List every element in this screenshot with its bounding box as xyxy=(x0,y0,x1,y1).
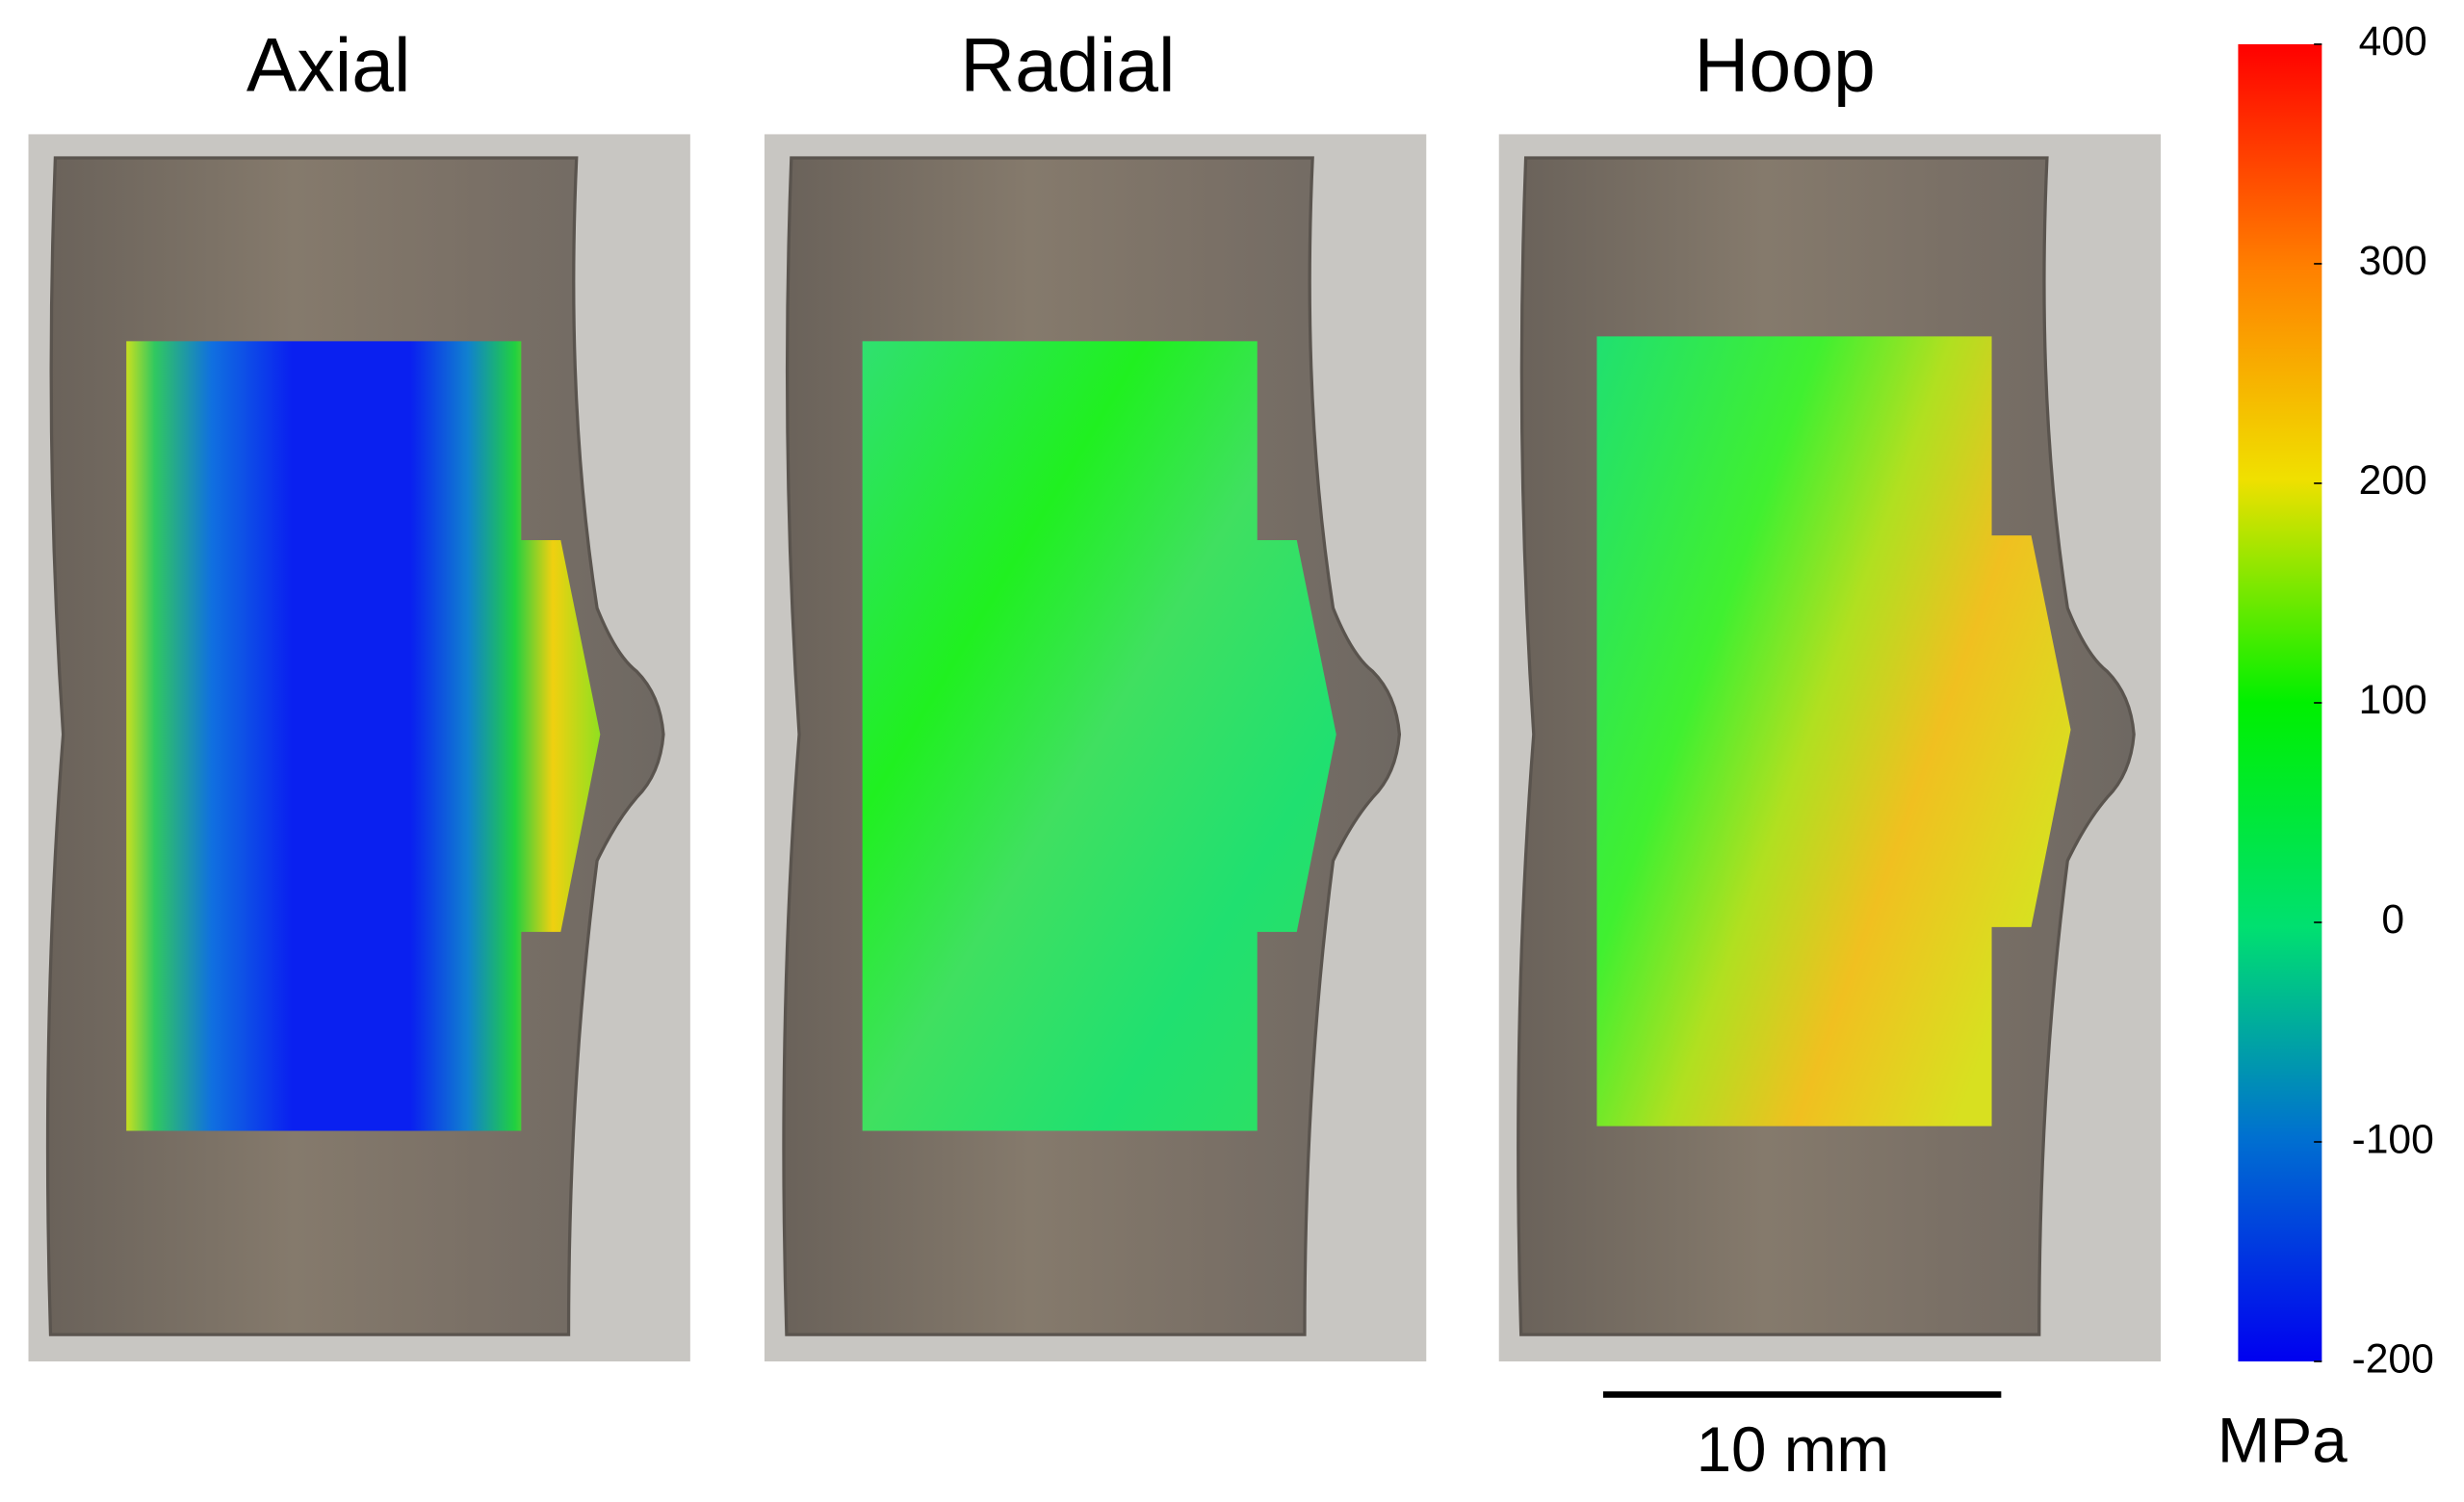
panel-axial xyxy=(26,132,692,1363)
colorbar xyxy=(2238,43,2322,1362)
panel-title: Axial xyxy=(246,23,411,108)
tick-label: 400 xyxy=(2359,18,2427,65)
colorbar-unit: MPa xyxy=(2218,1405,2347,1475)
tick-label: -200 xyxy=(2352,1335,2434,1382)
tick-label: -100 xyxy=(2352,1116,2434,1162)
tick-label: 200 xyxy=(2359,457,2427,504)
tick-label: 0 xyxy=(2381,896,2404,943)
panel-title: Radial xyxy=(960,23,1175,108)
panel-radial xyxy=(763,132,1428,1363)
tick-label: 100 xyxy=(2359,677,2427,723)
panel-title: Hoop xyxy=(1695,23,1876,108)
panel-hoop xyxy=(1497,132,2163,1363)
tick-label: 300 xyxy=(2359,238,2427,284)
scale-bar-label: 10 mm xyxy=(1697,1414,1890,1485)
